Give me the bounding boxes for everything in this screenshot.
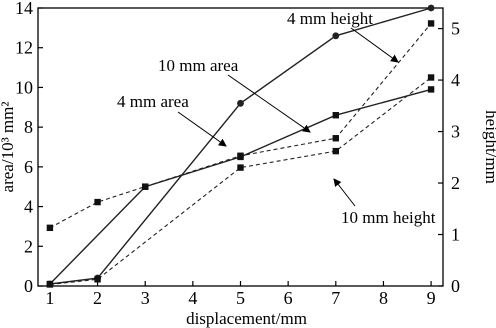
y-right-tick-label: 0 [451, 276, 460, 296]
data-point-10-mm-height [237, 164, 244, 171]
annotation-arrow-10-mm-area [227, 74, 311, 133]
series-line-4-mm-height [49, 23, 432, 229]
x-axis-title: displacement/mm [186, 309, 307, 328]
x-tick-label: 8 [379, 288, 388, 308]
y-left-tick-label: 4 [24, 197, 33, 217]
data-point-4-mm-height [46, 224, 54, 232]
plot-frame [37, 7, 444, 287]
y-left-tick-label: 6 [24, 157, 33, 177]
y-left-axis-title: area/10³ mm² [0, 102, 17, 193]
data-point-4-mm-height [142, 183, 149, 190]
y-left-tick-label: 0 [24, 276, 33, 296]
data-point-4-mm-height [237, 152, 244, 159]
x-tick-label: 4 [188, 288, 197, 308]
y-right-axis-title: height/mm [482, 110, 496, 184]
axes [37, 7, 444, 287]
data-point-4-mm-height [427, 20, 435, 27]
data-point-4-mm-area [427, 4, 435, 12]
x-tick-label: 9 [427, 288, 436, 308]
annotation-10-mm-height: 10 mm height [341, 208, 436, 227]
data-point-4-mm-area [332, 32, 340, 40]
x-tick-label: 1 [45, 288, 54, 308]
x-tick-label: 2 [93, 288, 102, 308]
annotation-4-mm-area: 4 mm area [117, 92, 189, 111]
y-left-tick-label: 2 [24, 236, 33, 256]
data-point-10-mm-height [46, 281, 54, 288]
data-point-10-mm-height [94, 276, 101, 283]
series-line-4-mm-area [49, 7, 432, 285]
data-point-10-mm-height [332, 147, 339, 155]
data-point-4-mm-area [237, 99, 244, 107]
y-right-tick-label: 5 [451, 19, 460, 39]
series-line-10-mm-height [49, 77, 432, 286]
data-point-10-mm-height [427, 74, 435, 81]
data-point-10-mm-area [427, 86, 435, 93]
y-left-tick-label: 12 [15, 38, 33, 58]
x-tick-label: 3 [141, 288, 150, 308]
y-right-tick-label: 2 [451, 173, 460, 193]
data-point-10-mm-area [332, 112, 339, 119]
x-tick-label: 7 [331, 288, 340, 308]
y-right-tick-label: 3 [451, 122, 460, 142]
y-left-tick-label: 14 [15, 0, 33, 18]
x-tick-label: 6 [284, 288, 293, 308]
x-tick-label: 5 [236, 288, 245, 308]
annotation-10-mm-area: 10 mm area [158, 56, 239, 75]
annotation-arrow-10-mm-height [333, 178, 356, 207]
y-left-tick-label: 8 [24, 117, 33, 137]
series-line-10-mm-area [49, 88, 432, 285]
annotations: 4 mm height 10 mm area 4 mm area 10 mm heig… [117, 9, 436, 227]
series-lines [49, 7, 432, 286]
y-right-tick-label: 1 [451, 225, 460, 245]
y-right-tick-label: 4 [451, 70, 460, 90]
annotation-arrow-4-mm-height [350, 27, 399, 63]
series-markers [46, 4, 435, 288]
annotation-arrow-4-mm-area [177, 111, 227, 147]
data-point-4-mm-height [94, 198, 101, 206]
y-left-tick-label: 10 [15, 77, 33, 97]
annotation-4-mm-height: 4 mm height [287, 9, 373, 28]
data-point-4-mm-height [332, 135, 339, 142]
